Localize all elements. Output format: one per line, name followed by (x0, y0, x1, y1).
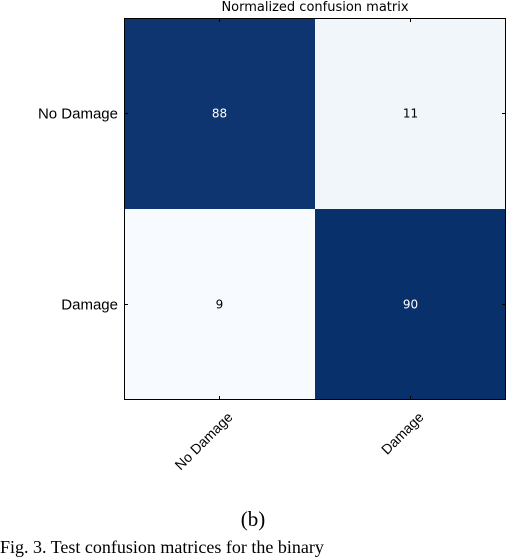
matrix-cell (315, 18, 506, 209)
y-tick-label: No Damage (38, 106, 118, 123)
matrix-cell (124, 18, 315, 209)
cell-value-label: 88 (212, 107, 227, 121)
cell-value-label: 90 (403, 298, 418, 312)
footer-text: Fig. 3. Test confusion matrices for the … (0, 537, 324, 557)
cell-value-label: 9 (216, 298, 224, 312)
y-tick-label: Damage (61, 297, 118, 314)
x-tick-label: No Damage (171, 409, 235, 473)
cell-value-label: 11 (403, 107, 418, 121)
figure-caption: (b) (240, 507, 266, 531)
matrix-cell (315, 209, 506, 400)
confusion-matrix-chart: 88 11 9 90 No Damage Damage No Damage Damage (38, 18, 506, 473)
matrix-cell (124, 209, 315, 400)
x-tick-label: Damage (378, 409, 427, 458)
chart-title: Normalized confusion matrix (221, 0, 409, 15)
